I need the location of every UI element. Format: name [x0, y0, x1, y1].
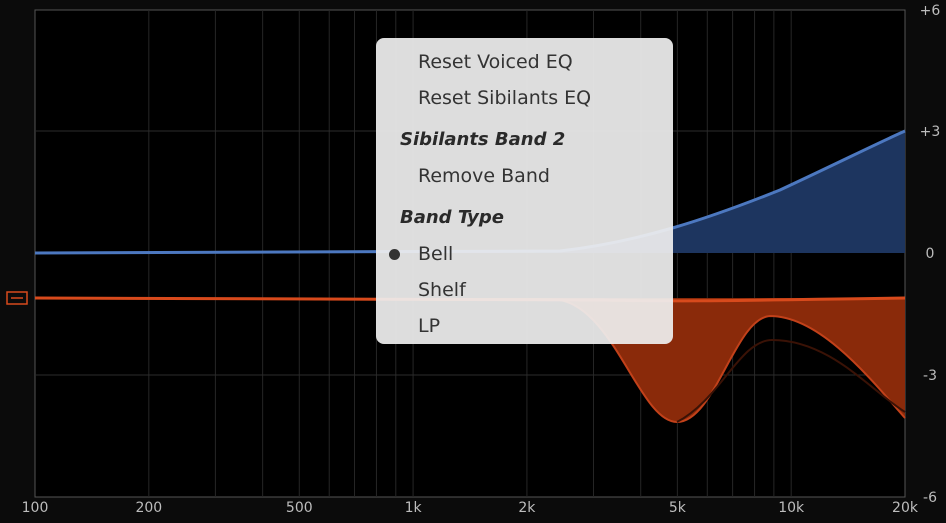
menu-item[interactable]: LP	[418, 315, 441, 337]
x-tick-label: 200	[135, 500, 162, 516]
y-tick-label: -6	[923, 490, 937, 506]
x-tick-label: 1k	[405, 500, 423, 516]
x-tick-label: 10k	[778, 500, 805, 516]
y-tick-label: +3	[920, 124, 941, 140]
x-tick-label: 5k	[669, 500, 687, 516]
voiced-fill	[35, 131, 905, 253]
menu-item[interactable]: Remove Band	[418, 165, 550, 187]
y-tick-label: -3	[923, 368, 937, 384]
x-tick-label: 100	[22, 500, 49, 516]
menu-item[interactable]: Shelf	[418, 279, 466, 301]
sibilants-band-edge	[676, 338, 906, 423]
menu-item[interactable]: Bell	[376, 236, 673, 272]
sibilants-fill	[35, 298, 905, 422]
band-handle[interactable]	[6, 291, 28, 305]
x-tick-label: 20k	[892, 500, 919, 516]
x-tick-label: 2k	[518, 500, 536, 516]
x-tick-label: 500	[286, 500, 313, 516]
y-tick-label: 0	[926, 246, 935, 262]
menu-item[interactable]: Reset Sibilants EQ	[418, 87, 592, 109]
context-menu: Reset Voiced EQ Reset Sibilants EQ Sibilan…	[376, 38, 673, 344]
menu-header: Sibilants Band 2	[400, 129, 566, 150]
y-tick-label: +6	[920, 3, 941, 19]
menu-item[interactable]: Reset Voiced EQ	[418, 51, 573, 73]
check-indicator	[389, 249, 400, 260]
sibilants-band	[559, 299, 906, 424]
menu-header: Band Type	[400, 207, 504, 228]
